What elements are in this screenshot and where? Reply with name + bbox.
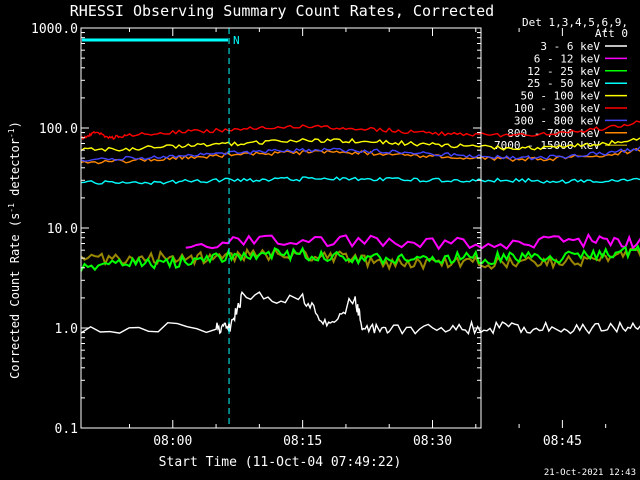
legend-label-3: 25 - 50 keV bbox=[527, 77, 600, 90]
x-tick-label: 08:15 bbox=[283, 434, 322, 449]
legend-label-2: 12 - 25 keV bbox=[527, 65, 600, 78]
x-tick-label: 08:30 bbox=[413, 434, 452, 449]
legend-label-8: 7000 - 15000 keV bbox=[494, 139, 600, 152]
series-line-5 bbox=[80, 120, 640, 141]
chart-title: RHESSI Observing Summary Count Rates, Co… bbox=[70, 2, 494, 20]
series-line-2 bbox=[80, 244, 640, 272]
series-line-3 bbox=[80, 176, 640, 186]
legend-label-1: 6 - 12 keV bbox=[534, 52, 601, 65]
timestamp: 21-Oct-2021 12:43 bbox=[544, 468, 636, 478]
y-tick-label: 1000.0 bbox=[31, 22, 78, 37]
y-axis-label-part2: detector bbox=[8, 138, 22, 203]
series-layer bbox=[80, 120, 640, 336]
legend-label-4: 50 - 100 keV bbox=[521, 90, 601, 103]
series-line-0 bbox=[80, 290, 640, 336]
plot-frame bbox=[80, 27, 482, 429]
y-tick-label: 10.0 bbox=[47, 222, 78, 237]
legend-header-attenuator: Att 0 bbox=[595, 27, 628, 40]
legend-label-6: 300 - 800 keV bbox=[514, 114, 600, 127]
x-tick-label: 08:00 bbox=[153, 434, 192, 449]
x-axis-label: Start Time (11-Oct-04 07:49:22) bbox=[159, 455, 402, 470]
y-axis-label-part3: ) bbox=[8, 121, 22, 128]
series-line-1 bbox=[185, 232, 640, 251]
legend-header-detectors: Det 1,3,4,5,6,9, bbox=[522, 16, 628, 29]
legend-label-0: 3 - 6 keV bbox=[540, 40, 600, 53]
night-marker: N bbox=[233, 34, 240, 47]
y-tick-label: 1.0 bbox=[55, 322, 78, 337]
x-tick-label: 08:45 bbox=[543, 434, 582, 449]
y-axis-label-part1: Corrected Count Rate (s bbox=[8, 213, 22, 379]
series-line-4 bbox=[80, 137, 640, 152]
y-tick-label: 0.1 bbox=[55, 422, 78, 437]
legend-label-5: 100 - 300 keV bbox=[514, 102, 600, 115]
y-axis-label-sup2: -1 bbox=[7, 128, 16, 138]
axes: 1000.0 100.0 10.0 1.0 0.1 08:00 08:15 08:30 08:4… bbox=[31, 22, 607, 449]
y-axis-label-sup1: -1 bbox=[7, 203, 16, 213]
y-tick-label: 100.0 bbox=[39, 122, 78, 137]
series-line-6 bbox=[80, 146, 640, 162]
y-axis-label: Corrected Count Rate (s-1 detector-1) bbox=[7, 121, 22, 379]
